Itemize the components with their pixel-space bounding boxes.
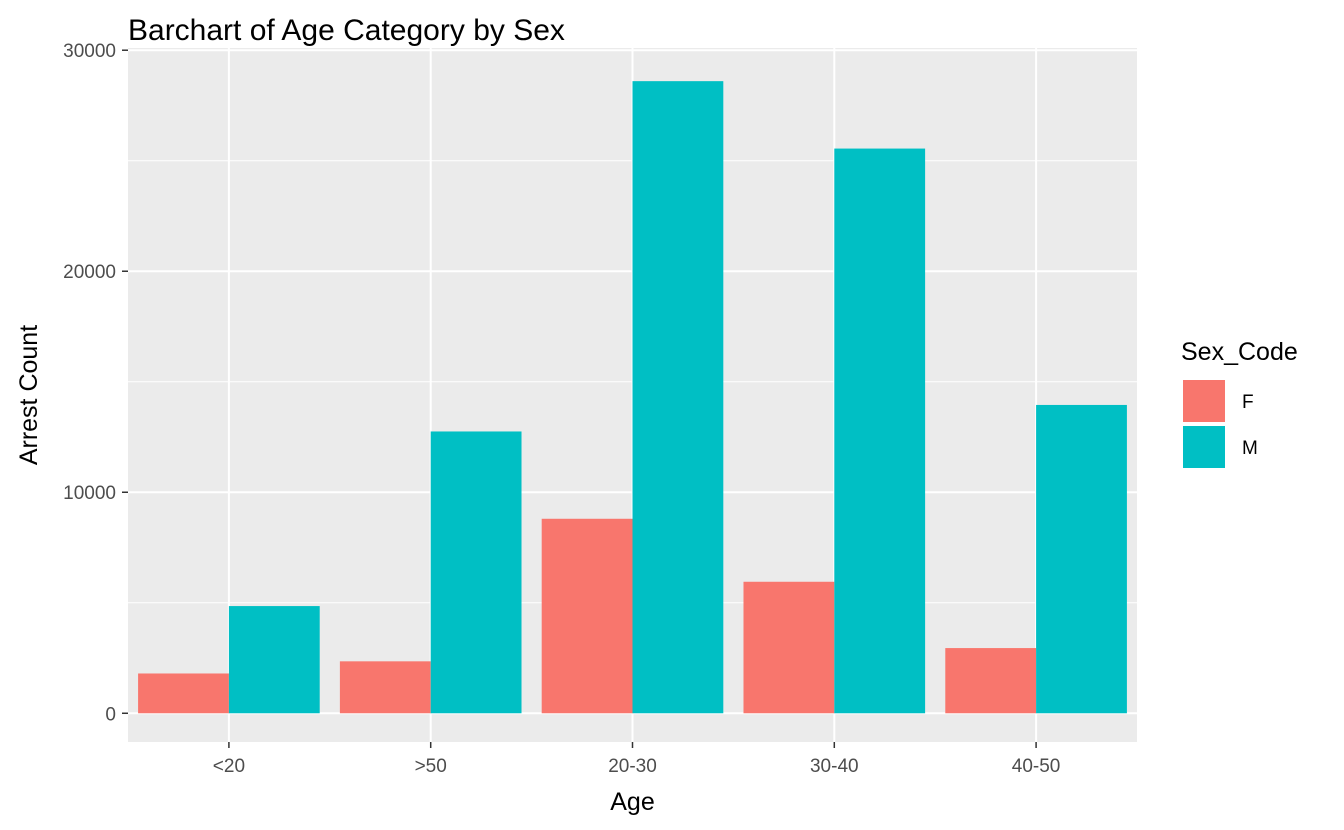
chart-title: Barchart of Age Category by Sex (128, 14, 565, 47)
bar-m (834, 148, 926, 714)
y-axis: 0 10000 20000 30000 (63, 41, 128, 725)
x-tick-label: 30-40 (810, 756, 859, 777)
bar-f (541, 518, 633, 714)
legend-label-m: M (1242, 438, 1258, 459)
bar-f (743, 581, 835, 714)
bar-m (228, 606, 320, 714)
y-axis-title: Arrest Count (15, 325, 43, 465)
x-axis-title: Age (610, 788, 654, 816)
legend-key-m (1183, 426, 1225, 468)
legend-title: Sex_Code (1181, 338, 1298, 366)
y-tick-label: 30000 (63, 41, 116, 62)
legend-label-f: F (1242, 392, 1254, 413)
x-tick-label: 40-50 (1012, 756, 1061, 777)
legend: Sex_Code F M (1181, 338, 1298, 468)
bar-f (339, 661, 431, 714)
bar-m (1036, 404, 1127, 714)
x-tick-label: >50 (415, 756, 447, 777)
y-tick-label: 10000 (63, 483, 116, 504)
x-tick-label: 20-30 (608, 756, 657, 777)
legend-key-f (1183, 380, 1225, 422)
y-tick-label: 20000 (63, 262, 116, 283)
x-axis: <20 >50 20-30 30-40 40-50 (213, 742, 1061, 777)
x-tick-label: <20 (213, 756, 245, 777)
bar-m (430, 431, 522, 714)
bar-m (632, 81, 724, 714)
bars (138, 81, 1127, 714)
bar-f (138, 673, 229, 714)
y-tick-label: 0 (105, 704, 116, 725)
bar-f (945, 648, 1037, 714)
